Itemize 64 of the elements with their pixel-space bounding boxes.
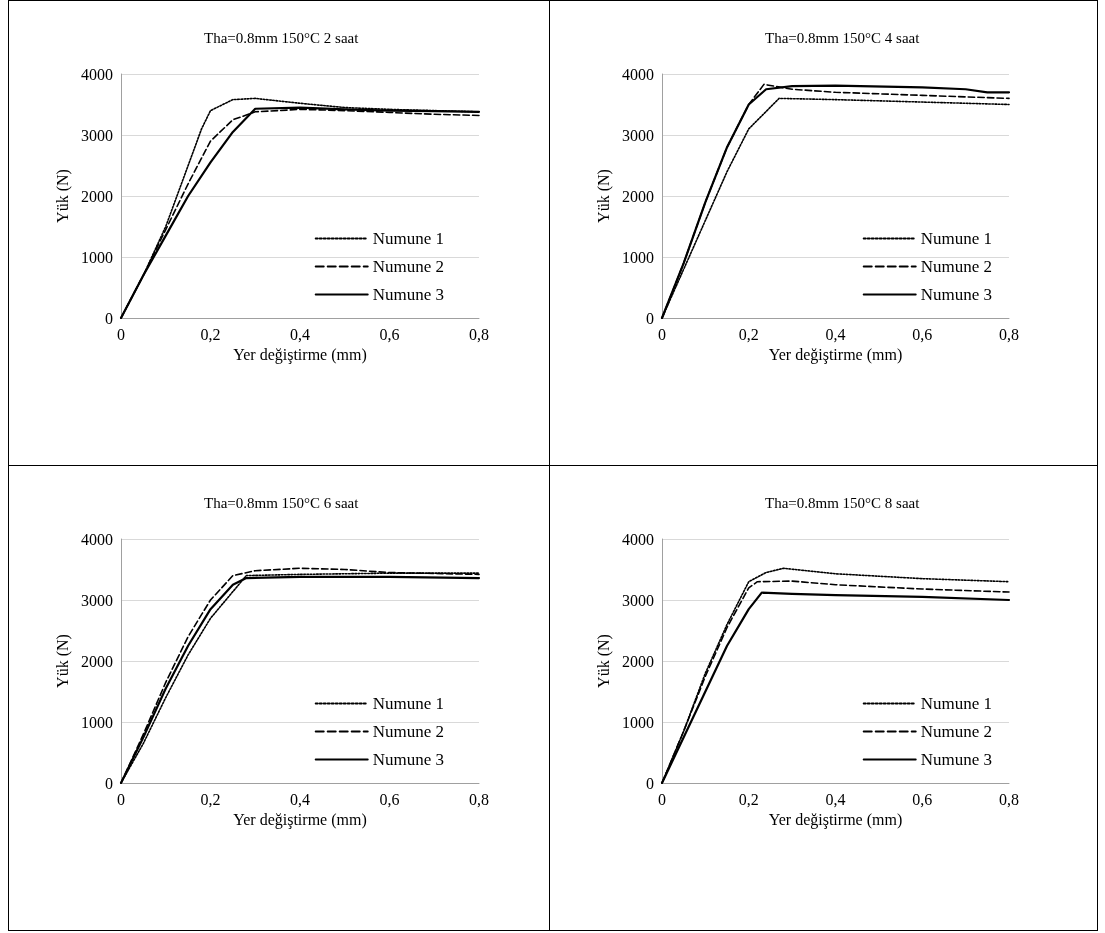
y-tick-label: 4000	[81, 65, 113, 83]
y-tick-label: 3000	[81, 126, 113, 144]
legend-label: Numune 2	[920, 722, 992, 741]
x-tick-label: 0,4	[825, 325, 846, 343]
x-tick-label: 0	[117, 790, 125, 808]
legend-label: Numune 3	[920, 750, 992, 769]
y-tick-label: 0	[105, 309, 113, 327]
x-tick-label: 0,4	[290, 325, 310, 343]
y-tick-label: 4000	[622, 65, 654, 83]
chart-title: Tha=0.8mm 150°C 6 saat	[204, 494, 360, 511]
x-axis-title: Yer değiştirme (mm)	[233, 346, 367, 365]
y-tick-label: 0	[646, 309, 654, 327]
x-tick-label: 0,6	[379, 790, 400, 808]
legend-label: Numune 1	[920, 694, 992, 713]
x-tick-label: 0,8	[999, 325, 1019, 343]
y-tick-label: 1000	[81, 248, 113, 266]
legend-label: Numune 1	[920, 229, 992, 248]
y-tick-label: 3000	[622, 126, 654, 144]
y-tick-label: 1000	[81, 713, 113, 731]
x-tick-label: 0	[117, 325, 125, 343]
x-tick-label: 0,8	[999, 790, 1019, 808]
legend-label: Numune 2	[372, 257, 444, 276]
x-tick-label: 0,4	[825, 790, 846, 808]
y-tick-label: 3000	[81, 591, 113, 609]
chart-title: Tha=0.8mm 150°C 8 saat	[765, 494, 921, 511]
legend-label: Numune 2	[920, 257, 992, 276]
x-tick-label: 0,2	[200, 790, 221, 808]
y-tick-label: 2000	[81, 652, 113, 670]
x-tick-label: 0,6	[912, 790, 933, 808]
y-tick-label: 2000	[622, 652, 654, 670]
x-tick-label: 0,2	[200, 325, 221, 343]
legend-label: Numune 1	[372, 229, 444, 248]
legend-label: Numune 3	[372, 750, 444, 769]
x-tick-label: 0,8	[469, 325, 489, 343]
x-tick-label: 0,6	[912, 325, 933, 343]
y-axis-title: Yük (N)	[53, 169, 72, 223]
x-tick-label: 0,2	[738, 790, 759, 808]
x-tick-label: 0	[658, 325, 666, 343]
y-tick-label: 4000	[81, 530, 113, 548]
x-axis-title: Yer değiştirme (mm)	[768, 346, 903, 365]
x-tick-label: 0,6	[379, 325, 400, 343]
legend-label: Numune 1	[372, 694, 444, 713]
y-axis-title: Yük (N)	[594, 634, 613, 688]
chart-title: Tha=0.8mm 150°C 2 saat	[204, 29, 360, 46]
x-tick-label: 0	[658, 790, 666, 808]
x-tick-label: 0,2	[738, 325, 759, 343]
legend-label: Numune 3	[920, 285, 992, 304]
y-tick-label: 2000	[81, 187, 113, 205]
x-tick-label: 0,8	[469, 790, 489, 808]
y-tick-label: 0	[646, 774, 654, 792]
y-tick-label: 3000	[622, 591, 654, 609]
x-tick-label: 0,4	[290, 790, 310, 808]
chart-title: Tha=0.8mm 150°C 4 saat	[765, 29, 921, 46]
y-tick-label: 4000	[622, 530, 654, 548]
y-tick-label: 1000	[622, 713, 654, 731]
y-axis-title: Yük (N)	[594, 169, 613, 223]
x-axis-title: Yer değiştirme (mm)	[768, 811, 903, 830]
y-tick-label: 1000	[622, 248, 654, 266]
y-tick-label: 0	[105, 774, 113, 792]
x-axis-title: Yer değiştirme (mm)	[233, 811, 367, 830]
y-axis-title: Yük (N)	[53, 634, 72, 688]
legend-label: Numune 3	[372, 285, 444, 304]
y-tick-label: 2000	[622, 187, 654, 205]
legend-label: Numune 2	[372, 722, 444, 741]
